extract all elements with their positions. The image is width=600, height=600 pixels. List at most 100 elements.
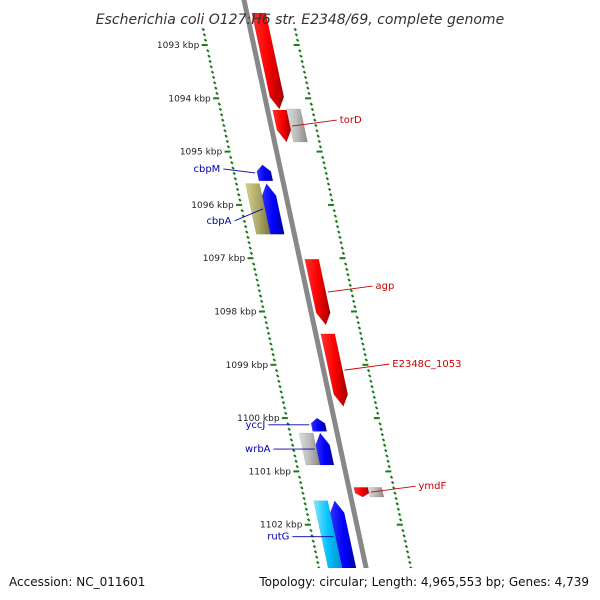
gene-label-leader bbox=[292, 119, 337, 127]
minor-tick bbox=[373, 400, 378, 405]
minor-tick bbox=[403, 539, 407, 543]
minor-tick bbox=[266, 331, 271, 336]
minor-tick bbox=[405, 550, 410, 554]
gene-label-leader bbox=[327, 285, 373, 293]
minor-tick bbox=[208, 59, 212, 64]
minor-tick bbox=[295, 464, 299, 469]
minor-tick bbox=[401, 528, 405, 533]
minor-tick bbox=[242, 219, 247, 224]
minor-tick bbox=[255, 278, 259, 282]
gene-feature-ymdF[interactable] bbox=[353, 487, 370, 498]
minor-tick bbox=[366, 368, 371, 373]
kbp-label: 1096 kbp bbox=[191, 201, 234, 211]
minor-tick bbox=[235, 187, 240, 192]
minor-tick bbox=[282, 406, 287, 410]
minor-tick bbox=[221, 118, 225, 122]
gene-feature-cbpM[interactable] bbox=[256, 164, 274, 182]
minor-tick bbox=[323, 166, 327, 170]
minor-tick bbox=[219, 113, 224, 117]
gene-feature[interactable] bbox=[251, 12, 285, 110]
minor-tick bbox=[330, 198, 334, 202]
minor-tick bbox=[294, 33, 299, 37]
minor-tick bbox=[317, 139, 322, 144]
minor-tick bbox=[359, 336, 364, 341]
minor-tick bbox=[224, 134, 228, 138]
minor-tick bbox=[343, 262, 348, 266]
minor-tick bbox=[333, 214, 338, 218]
minor-tick bbox=[378, 422, 382, 426]
minor-tick bbox=[406, 555, 411, 559]
minor-tick bbox=[218, 107, 223, 112]
minor-tick bbox=[396, 507, 401, 511]
minor-tick bbox=[314, 555, 319, 559]
minor-tick bbox=[254, 272, 258, 277]
minor-tick bbox=[312, 544, 317, 549]
footer-background bbox=[0, 568, 600, 600]
gene-feature-torD[interactable] bbox=[272, 109, 292, 143]
minor-tick bbox=[304, 507, 309, 511]
minor-tick bbox=[305, 512, 310, 517]
minor-tick bbox=[222, 123, 226, 128]
minor-tick bbox=[302, 70, 307, 74]
gene-feature-yccJ[interactable] bbox=[310, 417, 328, 432]
minor-tick bbox=[256, 283, 260, 288]
minor-tick bbox=[203, 38, 208, 42]
minor-tick bbox=[358, 331, 363, 336]
gene-feature-cbpA[interactable] bbox=[261, 183, 285, 235]
gene-label-torD[interactable]: torD bbox=[340, 115, 362, 126]
minor-tick bbox=[392, 486, 396, 490]
minor-tick bbox=[379, 427, 383, 431]
minor-tick bbox=[230, 161, 234, 165]
minor-tick bbox=[303, 502, 307, 506]
gene-feature-E2348C_1053[interactable] bbox=[320, 333, 349, 407]
gene-label-rutG[interactable]: rutG bbox=[267, 532, 289, 543]
minor-tick bbox=[324, 171, 328, 176]
minor-tick bbox=[301, 65, 305, 69]
gene-label-leader bbox=[344, 363, 390, 371]
map-title: Escherichia coli O127:H6 str. E2348/69, … bbox=[96, 12, 504, 28]
gene-feature[interactable] bbox=[245, 183, 271, 235]
gene-label-cbpM[interactable]: cbpM bbox=[193, 164, 220, 175]
minor-tick bbox=[276, 374, 280, 378]
minor-tick bbox=[229, 155, 233, 160]
ruler-ticks-outer bbox=[293, 27, 420, 600]
minor-tick bbox=[267, 336, 272, 341]
minor-tick bbox=[280, 395, 285, 399]
gene-label-yccJ[interactable]: yccJ bbox=[245, 420, 265, 431]
gene-label-ymdF[interactable]: ymdF bbox=[419, 481, 447, 492]
minor-tick bbox=[395, 502, 399, 506]
minor-tick bbox=[318, 145, 323, 149]
minor-tick bbox=[214, 86, 218, 90]
gene-label-cbpA[interactable]: cbpA bbox=[206, 216, 231, 227]
gene-label-leader bbox=[370, 485, 416, 493]
minor-tick bbox=[281, 400, 286, 405]
minor-tick bbox=[207, 54, 211, 58]
backbone-line bbox=[241, 0, 376, 600]
minor-tick bbox=[264, 320, 268, 325]
topology-label: Topology: circular; Length: 4,965,553 bp… bbox=[258, 575, 589, 589]
minor-tick bbox=[314, 123, 318, 128]
minor-tick bbox=[294, 459, 298, 463]
minor-tick bbox=[380, 432, 385, 437]
minor-tick bbox=[311, 539, 315, 543]
gene-feature[interactable] bbox=[367, 487, 385, 498]
gene-feature-agp[interactable] bbox=[304, 259, 331, 326]
minor-tick bbox=[374, 406, 379, 410]
minor-tick bbox=[341, 251, 346, 256]
minor-tick bbox=[326, 182, 331, 186]
minor-tick bbox=[201, 27, 205, 32]
gene-feature-wrbA[interactable] bbox=[315, 432, 335, 466]
minor-tick bbox=[306, 518, 311, 522]
minor-tick bbox=[340, 246, 344, 250]
gene-label-wrbA[interactable]: wrbA bbox=[245, 444, 271, 455]
minor-tick bbox=[393, 491, 397, 495]
gene-label-E2348C_1053[interactable]: E2348C_1053 bbox=[392, 359, 461, 370]
gene-label-agp[interactable]: agp bbox=[375, 281, 394, 292]
minor-tick bbox=[332, 209, 336, 213]
minor-tick bbox=[371, 390, 375, 394]
minor-tick bbox=[263, 315, 267, 320]
minor-tick bbox=[237, 193, 241, 197]
minor-tick bbox=[316, 560, 320, 565]
minor-tick bbox=[309, 102, 313, 106]
kbp-label: 1095 kbp bbox=[180, 148, 223, 158]
